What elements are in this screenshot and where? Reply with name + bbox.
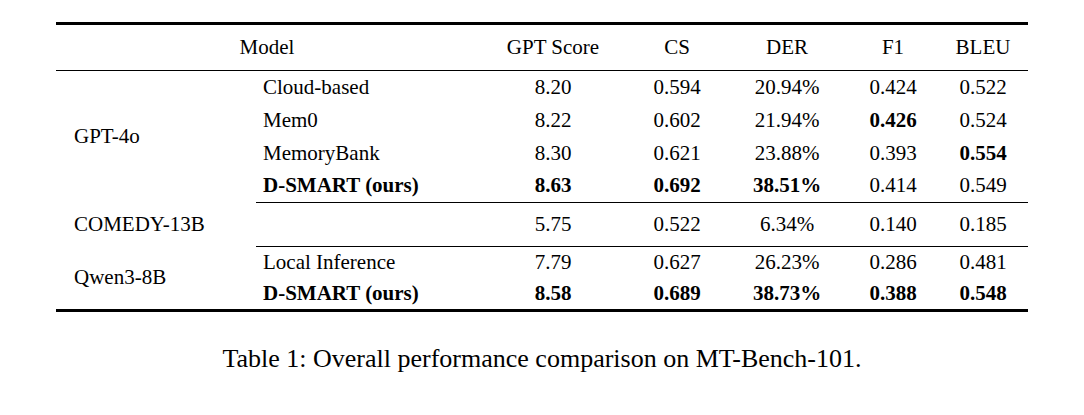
table-cell: 0.548: [938, 279, 1028, 311]
table-cell: 7.79: [478, 247, 628, 279]
table-cell: 0.689: [628, 279, 726, 311]
table-cell: 23.88%: [726, 137, 848, 170]
table-cell: 5.75: [478, 203, 628, 247]
results-table: Model GPT Score CS DER F1 BLEU GPT-4o Cl…: [56, 22, 1028, 312]
table-cell: 0.692: [628, 170, 726, 203]
performance-table: Model GPT Score CS DER F1 BLEU GPT-4o Cl…: [56, 22, 1028, 312]
table-cell: 8.20: [478, 71, 628, 104]
table-cell: Mem0: [256, 104, 478, 137]
table-cell: D-SMART (ours): [256, 279, 478, 311]
group-label-comedy13b: COMEDY-13B: [56, 203, 256, 247]
table-cell: 21.94%: [726, 104, 848, 137]
table-cell: 8.63: [478, 170, 628, 203]
table-cell: Local Inference: [256, 247, 478, 279]
table-cell: 0.424: [848, 71, 938, 104]
table-cell: 38.51%: [726, 170, 848, 203]
table-cell: 0.286: [848, 247, 938, 279]
table-cell: 26.23%: [726, 247, 848, 279]
table-cell: D-SMART (ours): [256, 170, 478, 203]
table-cell: MemoryBank: [256, 137, 478, 170]
table-cell: 0.621: [628, 137, 726, 170]
table-cell: 0.524: [938, 104, 1028, 137]
group-label-qwen3-8b: Qwen3-8B: [56, 247, 256, 311]
table-cell: [256, 203, 478, 247]
col-header-bleu: BLEU: [938, 24, 1028, 71]
table-cell: 0.594: [628, 71, 726, 104]
table-cell: 0.426: [848, 104, 938, 137]
table-cell: 0.549: [938, 170, 1028, 203]
table-cell: 0.627: [628, 247, 726, 279]
table-cell: 0.522: [628, 203, 726, 247]
table-cell: 0.602: [628, 104, 726, 137]
table-cell: 0.554: [938, 137, 1028, 170]
col-header-cs: CS: [628, 24, 726, 71]
table-cell: 0.481: [938, 247, 1028, 279]
table-row: COMEDY-13B 5.75 0.522 6.34% 0.140 0.185: [56, 203, 1028, 247]
col-header-f1: F1: [848, 24, 938, 71]
header-row: Model GPT Score CS DER F1 BLEU: [56, 24, 1028, 71]
table-cell: 20.94%: [726, 71, 848, 104]
group-label-gpt4o: GPT-4o: [56, 71, 256, 203]
table-cell: 0.393: [848, 137, 938, 170]
col-header-gpt-score: GPT Score: [478, 24, 628, 71]
table-cell: 8.30: [478, 137, 628, 170]
table-cell: 38.73%: [726, 279, 848, 311]
table-cell: 8.58: [478, 279, 628, 311]
table-caption: Table 1: Overall performance comparison …: [0, 344, 1084, 374]
table-cell: 0.185: [938, 203, 1028, 247]
table-cell: 6.34%: [726, 203, 848, 247]
table-cell: 8.22: [478, 104, 628, 137]
col-header-der: DER: [726, 24, 848, 71]
col-header-model: Model: [56, 24, 478, 71]
table-row: Qwen3-8B Local Inference 7.79 0.627 26.2…: [56, 247, 1028, 279]
table-row: GPT-4o Cloud-based 8.20 0.594 20.94% 0.4…: [56, 71, 1028, 104]
table-cell: 0.388: [848, 279, 938, 311]
table-cell: 0.414: [848, 170, 938, 203]
table-cell: 0.140: [848, 203, 938, 247]
table-cell: 0.522: [938, 71, 1028, 104]
table-cell: Cloud-based: [256, 71, 478, 104]
